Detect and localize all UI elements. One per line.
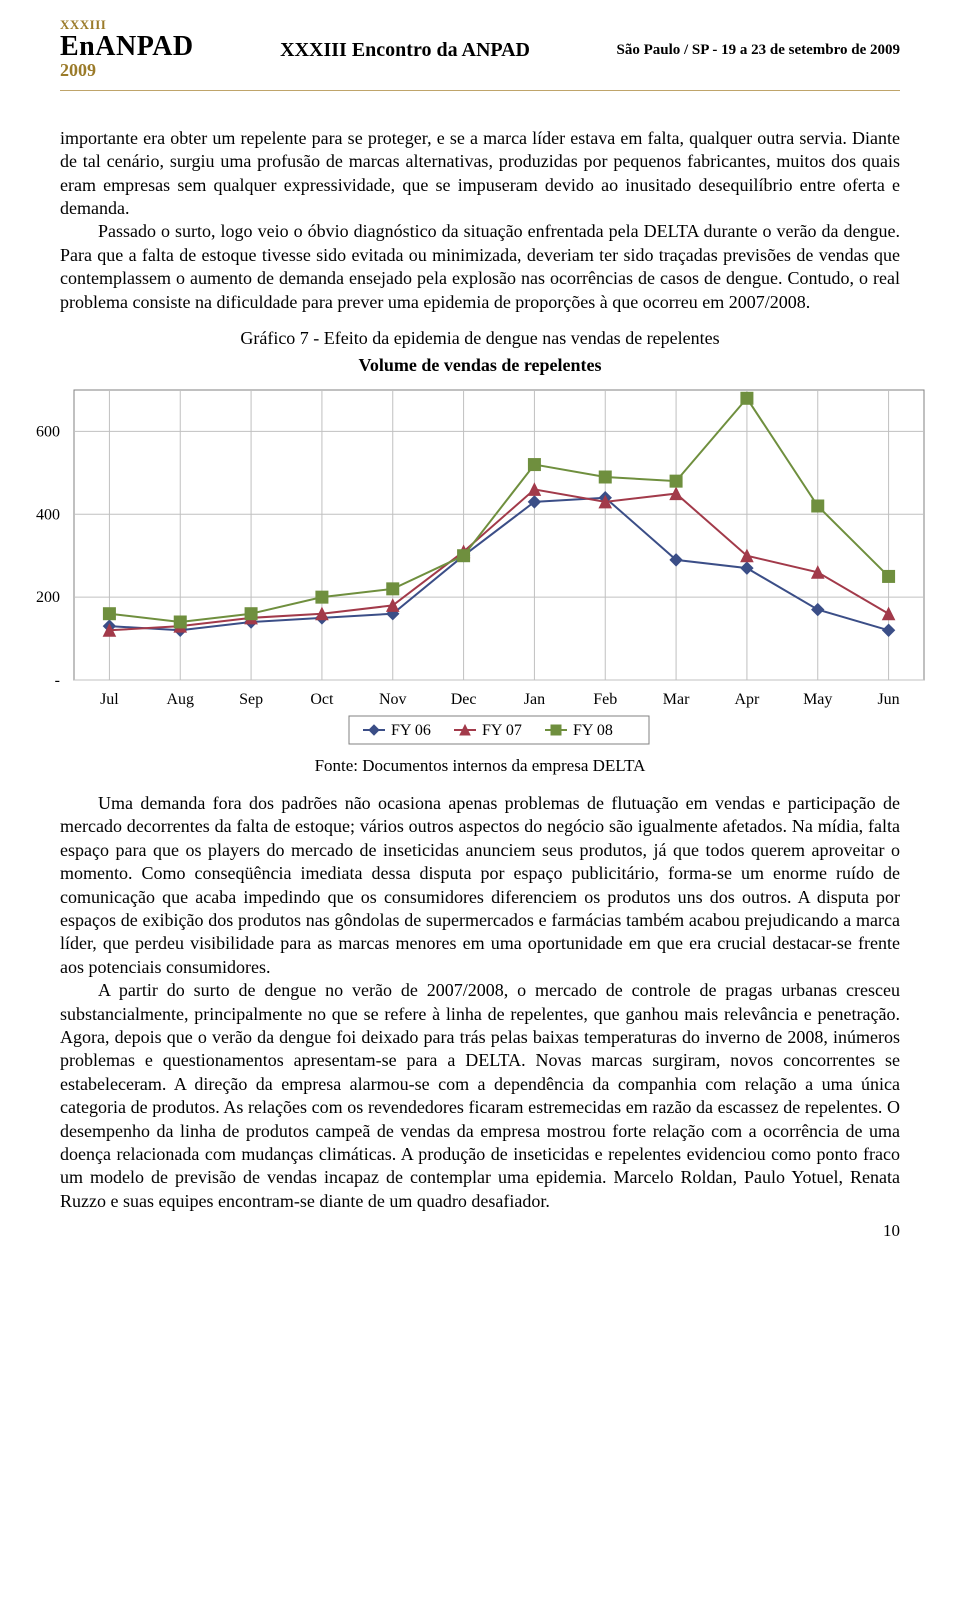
- svg-text:Dec: Dec: [451, 691, 477, 708]
- paragraph-2: Uma demanda fora dos padrões não ocasion…: [60, 792, 900, 979]
- svg-text:FY 06: FY 06: [391, 722, 431, 739]
- header-year: 2009: [60, 61, 194, 80]
- svg-text:Jun: Jun: [877, 691, 899, 708]
- body-paragraphs: Uma demanda fora dos padrões não ocasion…: [60, 792, 900, 1213]
- header-left: XXXIII EnANPAD 2009: [60, 18, 194, 80]
- svg-text:Aug: Aug: [166, 691, 194, 708]
- page-header: XXXIII EnANPAD 2009 XXXIII Encontro da A…: [60, 0, 900, 91]
- header-location: São Paulo / SP - 19 a 23 de setembro de …: [617, 42, 900, 59]
- svg-text:May: May: [803, 691, 832, 708]
- svg-text:200: 200: [36, 589, 60, 606]
- page-number: 10: [883, 1221, 900, 1241]
- chart-caption: Gráfico 7 - Efeito da epidemia de dengue…: [60, 328, 900, 349]
- chart-title: Volume de vendas de repelentes: [60, 355, 900, 376]
- header-edition: XXXIII: [60, 18, 194, 32]
- chart-svg: - 200 400 600 Jul Aug Sep Oct Nov Dec Jan Feb Mar Apr…: [14, 380, 944, 750]
- svg-text:Sep: Sep: [239, 691, 263, 708]
- header-title: XXXIII Encontro da ANPAD: [280, 39, 530, 62]
- svg-text:Oct: Oct: [310, 691, 334, 708]
- paragraph-1b: Passado o surto, logo veio o óbvio diagn…: [60, 220, 900, 314]
- svg-text:Jul: Jul: [100, 691, 119, 708]
- svg-text:600: 600: [36, 423, 60, 440]
- svg-text:400: 400: [36, 506, 60, 523]
- svg-text:Mar: Mar: [663, 691, 690, 708]
- svg-text:Apr: Apr: [734, 691, 760, 708]
- svg-text:FY 08: FY 08: [573, 722, 613, 739]
- svg-text:-: -: [55, 672, 60, 689]
- paragraph-3: A partir do surto de dengue no verão de …: [60, 979, 900, 1213]
- paragraph-1: importante era obter um repelente para s…: [60, 127, 900, 221]
- svg-text:FY 07: FY 07: [482, 722, 522, 739]
- intro-paragraphs: importante era obter um repelente para s…: [60, 127, 900, 314]
- sales-line-chart: - 200 400 600 Jul Aug Sep Oct Nov Dec Jan Feb Mar Apr…: [14, 380, 944, 750]
- svg-text:Nov: Nov: [379, 691, 407, 708]
- svg-text:Jan: Jan: [524, 691, 545, 708]
- svg-text:Feb: Feb: [593, 691, 617, 708]
- chart-source: Fonte: Documentos internos da empresa DE…: [60, 756, 900, 776]
- header-brand: EnANPAD: [60, 32, 194, 61]
